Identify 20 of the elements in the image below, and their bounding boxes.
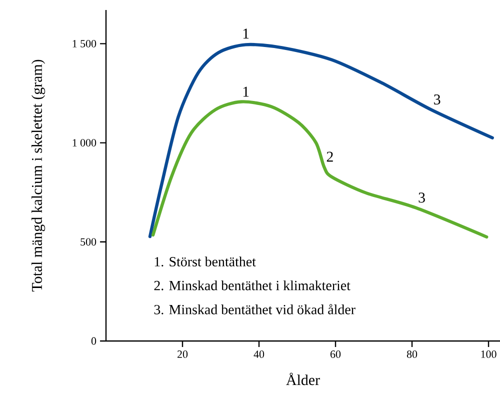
annotation: 1. Störst bentäthet: [154, 256, 256, 266]
y-tick-label: 1 000: [72, 139, 96, 146]
annotation: 1: [243, 86, 249, 97]
annotation: 3: [434, 94, 440, 105]
y-tick-label: 1 500: [72, 40, 96, 48]
x-tick-label: 60: [330, 350, 341, 358]
annotation: 3: [418, 192, 425, 203]
y-tick-label: 0: [91, 337, 96, 345]
x-tick-label: 100: [481, 350, 496, 358]
annotation: 2: [326, 152, 333, 162]
x-tick-label: 20: [178, 350, 188, 358]
x-tick-label: 80: [406, 350, 418, 358]
annotation: 2. Minskad bentäthet i klimakteriet: [154, 280, 350, 290]
annotation: 1: [243, 28, 249, 39]
x-tick-label: 40: [254, 350, 264, 358]
x-axis-title: Ålder: [286, 372, 320, 386]
y-tick-label: 500: [80, 238, 96, 246]
annotation: 3. Minskad bentäthet vid ökad ålder: [154, 304, 356, 314]
y-axis-title: Total mängd kalcium i skelettet (gram): [31, 60, 46, 292]
line-series: [148, 42, 494, 238]
